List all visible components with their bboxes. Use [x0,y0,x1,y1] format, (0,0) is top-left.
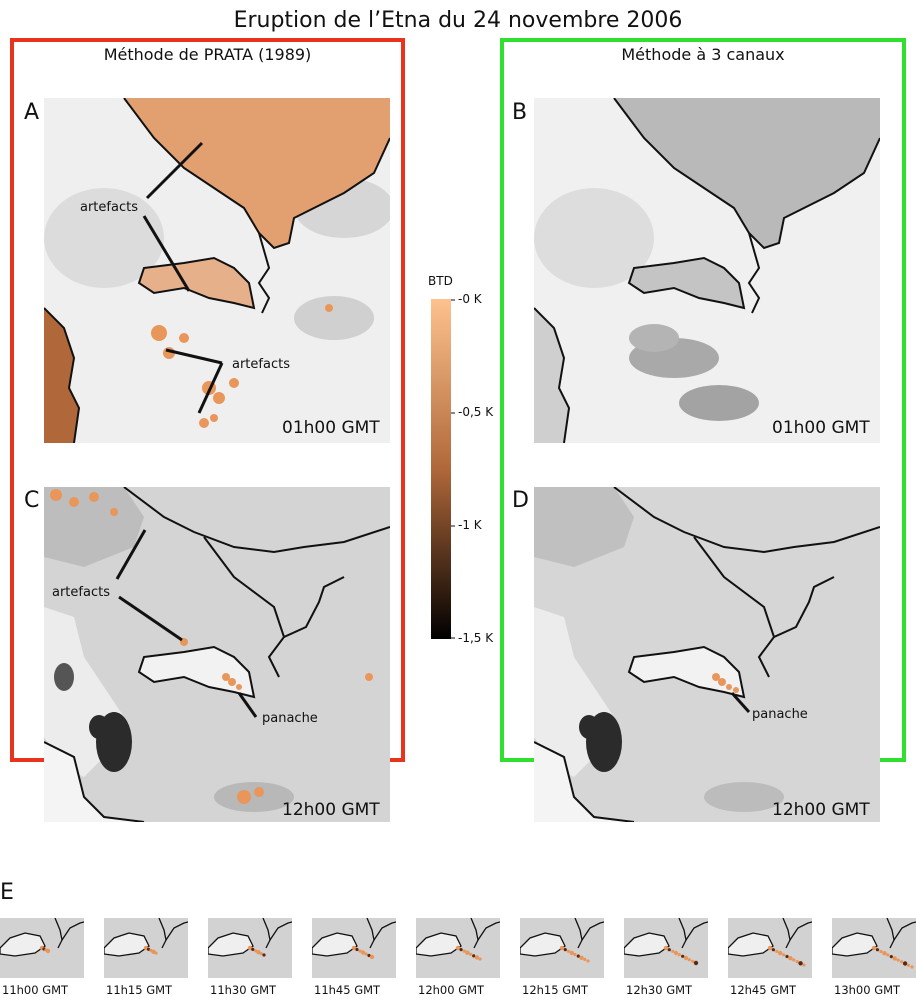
thumbnail-time-1: 11h00 GMT [2,983,69,997]
thumbnail-1 [0,918,84,978]
colorbar [431,299,455,645]
panel-a-time: 01h00 GMT [282,418,380,438]
artefacts-label-a2: artefacts [232,357,290,372]
thumbnail-9 [832,918,916,978]
thumbnail-2 [104,918,188,978]
figure-title: Eruption de l’Etna du 24 novembre 2006 [233,8,683,33]
colorbar-tick-1: -0,5 K [458,405,494,419]
thumbnail-5 [416,918,500,978]
panel-b-time: 01h00 GMT [772,418,870,438]
colorbar-tick-0: -0 K [458,292,482,306]
prata-method-label: Méthode de PRATA (1989) [103,45,312,64]
thumbnail-4 [312,918,396,978]
thumbnail-time-5: 12h00 GMT [418,983,485,997]
thumbnail-time-3: 11h30 GMT [210,983,277,997]
thumbnail-time-8: 12h45 GMT [730,983,797,997]
thumbnail-6 [520,918,604,978]
panel-letter-a: A [24,100,40,125]
thumbnail-time-9: 13h00 GMT [834,983,901,997]
thumbnail-time-2: 11h15 GMT [106,983,173,997]
thumbnail-7 [624,918,708,978]
colorbar-tick-3: -1,5 K [458,631,494,645]
colorbar-tick-2: -1 K [458,518,482,532]
thumbnail-time-4: 11h45 GMT [314,983,381,997]
artefacts-label-a1: artefacts [80,200,138,215]
thumbnail-3 [208,918,292,978]
panel-letter-e: E [0,880,14,905]
panel-b-image [534,98,880,443]
thumbnail-time-6: 12h15 GMT [522,983,589,997]
colorbar-title: BTD [428,274,453,288]
panache-label-d: panache [752,707,808,722]
thumbnail-8 [728,918,812,978]
panache-label-c: panache [262,711,318,726]
panel-letter-b: B [512,100,528,125]
panel-c-time: 12h00 GMT [282,800,380,820]
panel-letter-c: C [24,488,40,513]
panel-c-image [44,487,390,822]
thumbnail-time-7: 12h30 GMT [626,983,693,997]
three-channel-method-label: Méthode à 3 canaux [621,45,785,64]
panel-a-image [44,98,390,443]
artefacts-label-c: artefacts [52,585,110,600]
panel-d-time: 12h00 GMT [772,800,870,820]
panel-d-image [534,487,880,822]
panel-letter-d: D [512,488,529,513]
